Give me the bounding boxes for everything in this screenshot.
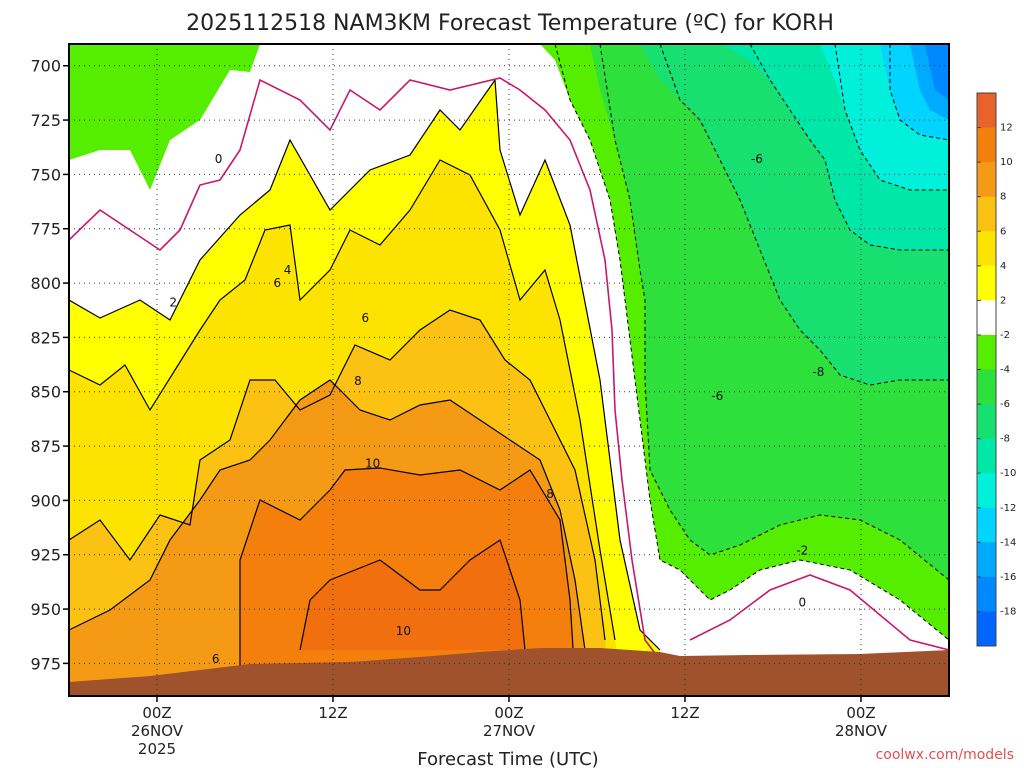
contour-line-minus6 bbox=[659, 44, 949, 386]
contour-line-2 bbox=[69, 78, 661, 651]
colorbar-label: 8 bbox=[1000, 192, 1006, 203]
colorbar-swatch bbox=[977, 196, 996, 232]
colorbar-swatch bbox=[977, 542, 996, 578]
contour-line-minus10 bbox=[834, 44, 949, 191]
colorbar-label: -2 bbox=[1000, 330, 1010, 341]
credit-text: coolwx.com/models bbox=[876, 747, 1014, 763]
colorbar-swatch bbox=[977, 334, 996, 370]
contour-line-minus8 bbox=[749, 44, 949, 251]
contour-line-8 bbox=[69, 379, 586, 651]
colorbar-label: -4 bbox=[1000, 365, 1010, 376]
contour-label: 0 bbox=[799, 596, 807, 610]
x-tick-label: 27NOV bbox=[483, 722, 536, 740]
colorbar-swatch bbox=[977, 265, 996, 301]
y-tick-label: 925 bbox=[30, 546, 61, 565]
freezing-line-left bbox=[69, 77, 661, 661]
contour-label: 4 bbox=[284, 263, 292, 277]
contour-label: 8 bbox=[354, 374, 362, 388]
colorbar-swatch bbox=[977, 576, 996, 612]
colorbar-label: 2 bbox=[1000, 295, 1006, 306]
x-tick-label: 00Z bbox=[142, 704, 171, 722]
contour-line-minus2 bbox=[554, 44, 949, 641]
chart-title: 2025112518 NAM3KM Forecast Temperature (… bbox=[186, 11, 834, 36]
contour-line-minus12 bbox=[889, 44, 949, 141]
band-minus16-to-minus18 bbox=[925, 44, 949, 100]
colorbar-swatch bbox=[977, 162, 996, 198]
contour-label: 10 bbox=[396, 624, 411, 638]
colorbar-label: -8 bbox=[1000, 434, 1010, 445]
contour-line-4 bbox=[69, 159, 616, 641]
contour-line-10 bbox=[239, 467, 576, 681]
colorbar-label: 4 bbox=[1000, 261, 1006, 272]
y-tick-label: 725 bbox=[30, 111, 61, 130]
colorbar-label: -12 bbox=[1000, 503, 1016, 514]
y-tick-label: 825 bbox=[30, 328, 61, 347]
cold-contour-lines bbox=[554, 44, 949, 641]
colorbar-swatch bbox=[977, 300, 996, 336]
colorbar-swatch bbox=[977, 507, 996, 543]
colorbar-label: 6 bbox=[1000, 226, 1006, 237]
colorbar-swatch bbox=[977, 93, 996, 129]
contour-line-minus4 bbox=[599, 44, 949, 581]
x-tick-label: 26NOV bbox=[131, 722, 184, 740]
x-tick-label: 28NOV bbox=[835, 722, 888, 740]
colorbar-label: -10 bbox=[1000, 468, 1016, 479]
contour-label: 2 bbox=[169, 296, 177, 310]
x-tick-label: 2025 bbox=[138, 740, 176, 758]
contour-line-6 bbox=[69, 309, 606, 641]
colorbar-swatch bbox=[977, 404, 996, 440]
grid bbox=[69, 44, 949, 696]
y-tick-label: 950 bbox=[30, 600, 61, 619]
x-axis-title: Forecast Time (UTC) bbox=[417, 749, 598, 768]
contour-label: 8 bbox=[546, 487, 554, 501]
contour-label: 10 bbox=[365, 456, 380, 470]
contour-label: -8 bbox=[812, 365, 824, 379]
colorbar-swatch bbox=[977, 127, 996, 163]
y-tick-label: 900 bbox=[30, 491, 61, 510]
colorbar-label: -16 bbox=[1000, 572, 1016, 583]
freezing-lines bbox=[69, 77, 949, 661]
contour-label: -6 bbox=[751, 152, 763, 166]
y-tick-label: 750 bbox=[30, 165, 61, 184]
colorbar-label: -18 bbox=[1000, 606, 1016, 617]
x-tick-label: 00Z bbox=[494, 704, 523, 722]
contour-lines bbox=[69, 78, 661, 681]
colorbar-swatch bbox=[977, 473, 996, 509]
x-tick-label: 12Z bbox=[670, 704, 699, 722]
y-tick-label: 975 bbox=[30, 654, 61, 673]
colorbar-label: -14 bbox=[1000, 537, 1016, 548]
freezing-line-right bbox=[689, 574, 949, 651]
colorbar-swatch bbox=[977, 611, 996, 647]
contour-label: 6 bbox=[361, 311, 369, 325]
y-axis: 700 725 750 775 800 825 850 875 900 925 950 975 bbox=[30, 57, 69, 673]
colorbar-label: -6 bbox=[1000, 399, 1010, 410]
colorbar-label: 10 bbox=[1000, 157, 1013, 168]
x-tick-label: 00Z bbox=[846, 704, 875, 722]
colorbar-swatch bbox=[977, 231, 996, 267]
contour-label: 6 bbox=[212, 652, 220, 666]
band-minus2-top-left bbox=[69, 44, 260, 190]
x-tick-label: 12Z bbox=[318, 704, 347, 722]
contour-line-10-inner bbox=[299, 539, 526, 651]
y-tick-label: 800 bbox=[30, 274, 61, 293]
contour-label: 6 bbox=[273, 276, 281, 290]
contour-label: -6 bbox=[711, 389, 723, 403]
colorbar-label: 12 bbox=[1000, 123, 1013, 134]
y-tick-label: 775 bbox=[30, 220, 61, 239]
colorbar-swatch bbox=[977, 369, 996, 405]
y-tick-label: 850 bbox=[30, 383, 61, 402]
colorbar-swatch bbox=[977, 438, 996, 474]
colorbar: 12 10 8 6 4 2 -2 -4 -6 -8 -10 -12 -14 -16 -18 bbox=[976, 92, 1016, 647]
contour-label: 0 bbox=[215, 152, 223, 166]
y-tick-label: 700 bbox=[30, 57, 61, 76]
terrain bbox=[69, 648, 949, 696]
band-above-10-core bbox=[300, 540, 525, 650]
contour-label: -2 bbox=[796, 543, 808, 557]
y-tick-label: 875 bbox=[30, 437, 61, 456]
